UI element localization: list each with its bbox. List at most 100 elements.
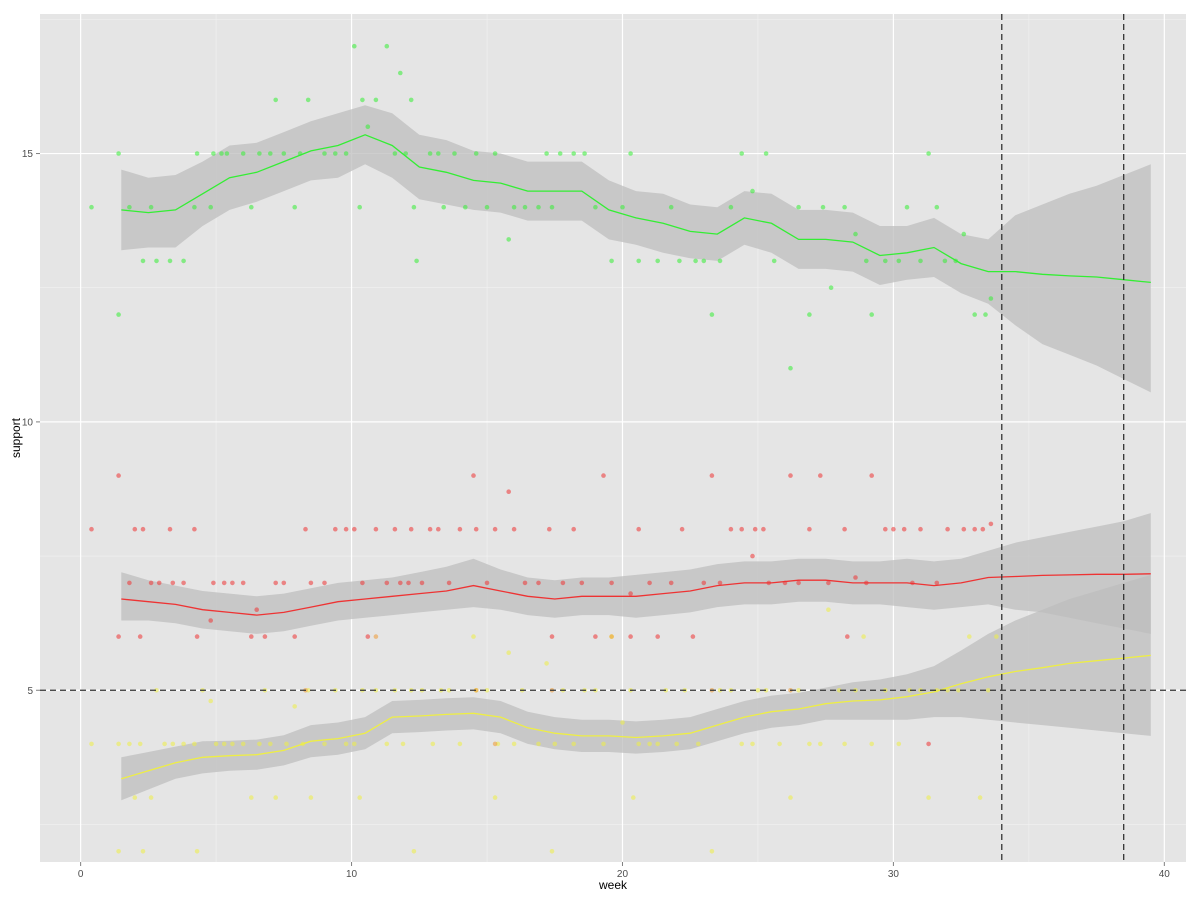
data-point [869, 473, 874, 478]
data-point [571, 151, 576, 156]
data-point [557, 151, 563, 156]
data-point [674, 741, 679, 747]
data-point [891, 526, 896, 532]
data-point [208, 698, 213, 704]
data-point [441, 204, 447, 210]
data-point [961, 526, 967, 532]
data-point [414, 258, 419, 264]
data-point [511, 204, 517, 210]
axis-ticks: 0 10 20 30 40 5 10 15 [22, 149, 1170, 880]
data-point [384, 43, 390, 49]
data-point [89, 204, 94, 210]
data-point [249, 634, 254, 639]
data-point [728, 204, 734, 210]
data-point [771, 258, 777, 264]
data-point [904, 204, 910, 210]
data-point [240, 580, 246, 586]
data-point [901, 526, 907, 532]
data-point [739, 526, 744, 532]
data-point [593, 634, 598, 639]
data-point [826, 607, 831, 612]
data-point [352, 43, 357, 49]
data-point [571, 741, 576, 747]
data-point [484, 688, 490, 693]
data-point [224, 151, 230, 156]
reference-lines [40, 14, 1186, 862]
y-tick-label: 5 [27, 686, 33, 697]
data-point [411, 204, 417, 210]
data-point [192, 204, 197, 210]
data-point [116, 312, 121, 317]
data-point [127, 580, 132, 586]
data-point [230, 580, 235, 586]
data-point [522, 580, 528, 586]
data-point [836, 688, 842, 693]
data-point [807, 312, 812, 317]
data-point [268, 741, 273, 747]
data-point [750, 741, 755, 747]
data-point [254, 607, 259, 612]
data-point [655, 258, 660, 264]
data-point [305, 97, 311, 103]
data-point [739, 151, 744, 156]
data-point [549, 634, 555, 639]
data-point [853, 231, 858, 237]
data-point [148, 795, 154, 800]
data-point [492, 795, 498, 800]
data-point [365, 634, 371, 639]
data-point [357, 204, 363, 210]
data-point [807, 741, 812, 747]
data-point [384, 580, 390, 586]
data-point [918, 526, 923, 532]
data-point [194, 634, 200, 639]
data-point [322, 151, 327, 156]
data-point [655, 741, 660, 747]
data-point [148, 204, 154, 210]
data-point [343, 741, 349, 747]
data-point [628, 151, 633, 156]
data-point [750, 188, 755, 194]
data-point [208, 204, 213, 210]
data-point [709, 312, 715, 317]
data-point [601, 741, 606, 747]
data-point [547, 526, 552, 532]
data-point [728, 526, 734, 532]
data-point [988, 521, 994, 527]
data-point [818, 741, 823, 747]
data-point [373, 526, 379, 532]
data-point [536, 741, 541, 747]
data-point [628, 591, 633, 596]
data-point [392, 526, 398, 532]
data-point [427, 151, 433, 156]
data-point [972, 312, 977, 317]
data-point [240, 741, 246, 747]
data-point [536, 580, 541, 586]
data-point [883, 258, 888, 264]
data-point [140, 526, 146, 532]
data-point [194, 849, 200, 854]
data-point [988, 296, 994, 301]
data-point [679, 526, 685, 532]
data-point [357, 795, 363, 800]
data-point [384, 741, 390, 747]
data-point [777, 741, 782, 747]
data-point [763, 151, 769, 156]
data-point [240, 151, 246, 156]
data-point [398, 580, 403, 586]
smooth-line-0 [121, 134, 1151, 284]
data-point [116, 473, 121, 478]
smooth-line-1 [121, 573, 1151, 616]
data-point [506, 237, 512, 242]
data-point [926, 741, 931, 747]
data-point [967, 634, 972, 639]
data-point [609, 580, 614, 586]
data-point [788, 365, 793, 371]
data-point [755, 688, 761, 693]
data-point [536, 204, 541, 210]
data-point [763, 688, 769, 693]
data-point [132, 526, 138, 532]
data-point [796, 204, 801, 210]
data-point [977, 795, 983, 800]
data-point [945, 526, 950, 532]
